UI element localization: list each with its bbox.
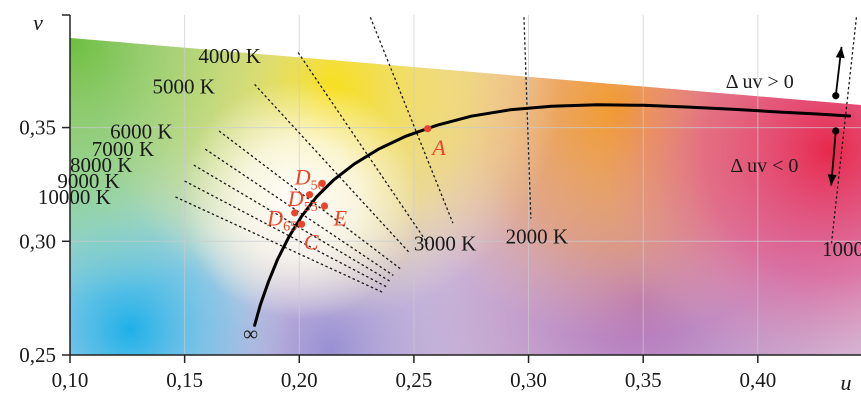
illuminant-point-0 (424, 125, 432, 133)
x-tick-label-5: 0,35 (625, 368, 662, 392)
illuminant-label-3: E (333, 205, 348, 230)
illuminant-label-0: A (430, 135, 446, 160)
x-tick-label-6: 0,40 (739, 368, 776, 392)
x-tick-label-0: 0,10 (52, 368, 89, 392)
duv-label-0: Δ uv > 0 (726, 71, 794, 93)
illuminant-point-2 (305, 191, 314, 199)
isotemperature-line-1 (523, 17, 532, 219)
x-tick-label-1: 0,15 (166, 368, 203, 392)
illuminant-label-sub-2: 55 (304, 200, 318, 215)
y-axis-title: v (33, 10, 43, 35)
duv-arrow-head-0 (835, 46, 845, 59)
isotemperature-label-8: 9000 K (57, 169, 119, 193)
isotemperature-label-3: 4000 K (198, 44, 260, 68)
illuminant-label-sub-4: 65 (283, 219, 297, 234)
isotemperature-label-1: 2000 K (506, 225, 568, 249)
illuminant-point-5 (297, 220, 306, 228)
illuminant-point-1 (318, 179, 326, 187)
duv-arrow-head-1 (827, 174, 837, 186)
illuminant-label-5: C (304, 229, 319, 254)
isotemperature-label-7: 8000 K (70, 153, 132, 177)
x-tick-label-3: 0,25 (396, 368, 433, 392)
isotemperature-label-2: 3000 K (414, 232, 476, 256)
isotemperature-line-2 (369, 17, 454, 224)
axes (69, 15, 861, 356)
y-tick-label-0: 0,25 (19, 343, 56, 367)
planckian-locus-curve (253, 103, 851, 327)
illuminant-point-3 (320, 202, 329, 210)
illuminant-label-sub-1: 50 (311, 178, 325, 193)
isotemperature-lines: 1000 K 2000 K 3000 K 4000 K 5000 K 6000 K7000… (38, 17, 861, 294)
isotemperature-label-5: 6000 K (110, 119, 172, 143)
x-tick-label-4: 0,30 (510, 368, 547, 392)
duv-point-1 (832, 127, 840, 135)
x-tick-labels: 0,10 0,15 0,20 0,25 0,30 0,35 0,40 (52, 355, 776, 392)
isotemperature-line-4 (254, 83, 410, 254)
isotemperature-line-0 (830, 17, 858, 246)
isotemperature-line-3 (297, 52, 429, 244)
illuminant-point-4 (291, 209, 299, 217)
duv-annotations: Δ uv > 0 Δ uv < 0 (726, 46, 845, 186)
isotemperature-label-4: 5000 K (153, 75, 215, 99)
x-tick-label-2: 0,20 (281, 368, 318, 392)
y-tick-labels: 0,25 0,30 0,35 (19, 14, 70, 367)
planckian-locus: ∞ (243, 103, 851, 345)
isotemperature-label-0: 1000 K (822, 237, 861, 261)
grid-lines (70, 15, 861, 355)
y-tick-label-2: 0,35 (19, 116, 56, 140)
x-axis-title: u (841, 370, 852, 395)
infinity-label: ∞ (243, 321, 258, 345)
isotemperature-line-9 (175, 196, 384, 294)
isotemperature-label-6: 7000 K (92, 137, 154, 161)
y-tick-label-1: 0,30 (19, 229, 56, 253)
isotemperature-label-9: 10000 K (38, 185, 111, 209)
duv-label-1: Δ uv < 0 (730, 155, 798, 177)
